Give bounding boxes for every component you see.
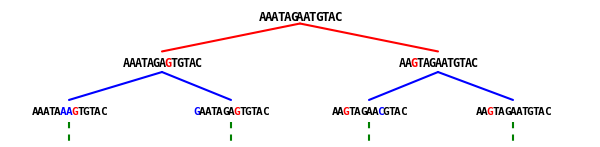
Text: T: T — [88, 107, 95, 117]
Text: A: A — [54, 107, 61, 117]
Text: G: G — [71, 107, 78, 117]
Text: G: G — [83, 107, 89, 117]
Text: G: G — [383, 107, 389, 117]
Text: T: T — [349, 107, 355, 117]
Text: A: A — [422, 57, 430, 70]
Text: T: T — [493, 107, 499, 117]
Text: A: A — [337, 107, 344, 117]
Text: A: A — [37, 107, 44, 117]
Text: T: T — [182, 57, 190, 70]
Text: A: A — [365, 107, 373, 117]
Text: C: C — [262, 107, 269, 117]
Text: A: A — [60, 107, 67, 117]
Text: G: G — [193, 107, 200, 117]
Text: A: A — [284, 11, 291, 24]
Text: T: T — [277, 11, 285, 24]
Text: A: A — [265, 11, 272, 24]
Text: A: A — [134, 57, 142, 70]
Text: C: C — [334, 11, 341, 24]
Text: G: G — [527, 107, 533, 117]
Text: A: A — [188, 57, 196, 70]
Text: G: G — [428, 57, 436, 70]
Text: T: T — [532, 107, 539, 117]
Text: G: G — [343, 107, 350, 117]
Text: A: A — [440, 57, 448, 70]
Text: T: T — [211, 107, 217, 117]
Text: A: A — [398, 57, 406, 70]
Text: A: A — [481, 107, 488, 117]
Text: C: C — [400, 107, 407, 117]
Text: G: G — [176, 57, 184, 70]
Text: T: T — [309, 11, 316, 24]
Text: A: A — [331, 107, 338, 117]
Text: A: A — [434, 57, 442, 70]
Text: T: T — [250, 107, 257, 117]
Text: T: T — [416, 57, 424, 70]
Text: T: T — [170, 57, 178, 70]
Text: A: A — [464, 57, 472, 70]
Text: A: A — [515, 107, 522, 117]
Text: G: G — [290, 11, 298, 24]
Text: A: A — [216, 107, 223, 117]
Text: A: A — [354, 107, 361, 117]
Text: G: G — [233, 107, 240, 117]
Text: A: A — [205, 107, 212, 117]
Text: T: T — [140, 57, 148, 70]
Text: G: G — [360, 107, 367, 117]
Text: A: A — [475, 107, 482, 117]
Text: A: A — [328, 11, 335, 24]
Text: G: G — [504, 107, 511, 117]
Text: A: A — [43, 107, 50, 117]
Text: A: A — [302, 11, 310, 24]
Text: C: C — [377, 107, 384, 117]
Text: G: G — [152, 57, 160, 70]
Text: A: A — [394, 107, 401, 117]
Text: T: T — [521, 107, 528, 117]
Text: A: A — [271, 11, 278, 24]
Text: T: T — [322, 11, 329, 24]
Text: A: A — [122, 57, 130, 70]
Text: G: G — [315, 11, 323, 24]
Text: G: G — [222, 107, 229, 117]
Text: A: A — [509, 107, 517, 117]
Text: T: T — [49, 107, 55, 117]
Text: A: A — [538, 107, 545, 117]
Text: A: A — [65, 107, 73, 117]
Text: A: A — [31, 107, 38, 117]
Text: T: T — [446, 57, 454, 70]
Text: A: A — [94, 107, 101, 117]
Text: A: A — [296, 11, 304, 24]
Text: A: A — [259, 11, 266, 24]
Text: A: A — [498, 107, 505, 117]
Text: G: G — [452, 57, 460, 70]
Text: C: C — [544, 107, 551, 117]
Text: A: A — [128, 57, 136, 70]
Text: A: A — [146, 57, 154, 70]
Text: A: A — [256, 107, 263, 117]
Text: G: G — [245, 107, 251, 117]
Text: C: C — [100, 107, 107, 117]
Text: A: A — [404, 57, 412, 70]
Text: T: T — [77, 107, 84, 117]
Text: T: T — [239, 107, 246, 117]
Text: G: G — [410, 57, 418, 70]
Text: A: A — [371, 107, 378, 117]
Text: A: A — [227, 107, 235, 117]
Text: C: C — [470, 57, 478, 70]
Text: T: T — [388, 107, 395, 117]
Text: G: G — [487, 107, 494, 117]
Text: G: G — [164, 57, 172, 70]
Text: A: A — [158, 57, 166, 70]
Text: T: T — [458, 57, 466, 70]
Text: A: A — [199, 107, 206, 117]
Text: C: C — [194, 57, 202, 70]
